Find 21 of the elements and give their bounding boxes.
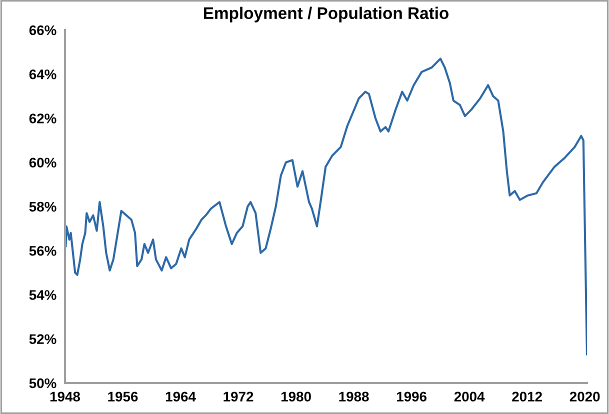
x-tick-label: 2004 xyxy=(454,392,485,402)
y-tick-label: 54% xyxy=(29,290,56,300)
y-tick-label: 58% xyxy=(29,202,56,212)
x-tick-label: 1996 xyxy=(396,392,427,402)
x-tick-label: 1988 xyxy=(339,392,369,402)
x-tick-label: 1956 xyxy=(108,392,138,402)
chart-title: Employment / Population Ratio xyxy=(204,6,449,22)
y-tick-label: 50% xyxy=(29,378,56,388)
line-series xyxy=(65,58,587,356)
x-tick-label: 1980 xyxy=(281,392,311,402)
x-tick-label: 2020 xyxy=(570,392,600,402)
x-tick-label: 1948 xyxy=(50,392,80,402)
y-tick-label: 52% xyxy=(29,334,56,344)
y-tick-label: 56% xyxy=(29,246,56,256)
y-tick-label: 66% xyxy=(29,25,56,36)
y-tick-label: 64% xyxy=(29,69,56,80)
x-tick-label: 1972 xyxy=(224,392,254,402)
y-tick-label: 60% xyxy=(29,158,56,168)
x-tick-label: 2012 xyxy=(512,392,542,402)
y-tick-label: 62% xyxy=(29,114,56,124)
x-tick-label: 1964 xyxy=(166,392,196,402)
